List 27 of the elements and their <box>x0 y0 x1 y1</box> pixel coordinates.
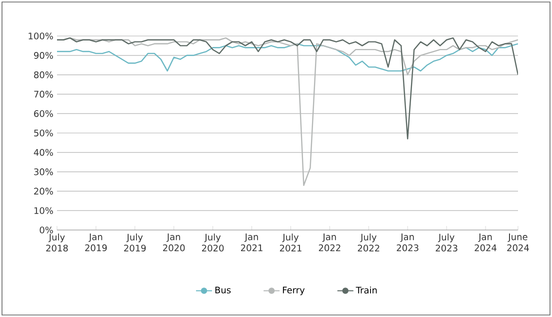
x-tick-label: Jan 2019 <box>85 234 107 252</box>
x-tick-label: Jan 2024 <box>474 234 496 252</box>
x-tick-label: July 2018 <box>46 234 68 252</box>
x-tick-label: Jan 2021 <box>240 234 262 252</box>
y-tick-label: 20% <box>34 188 53 195</box>
x-tick-label: Jan 2023 <box>396 234 418 252</box>
x-tick-label: July 2023 <box>436 234 458 252</box>
x-tick-label: Jan 2022 <box>318 234 340 252</box>
y-tick-label: 80% <box>34 71 53 78</box>
y-tick-label: 100% <box>28 32 53 40</box>
x-tick-label: June 2024 <box>507 234 529 252</box>
legend-label: Bus <box>215 286 231 294</box>
y-tick-label: 40% <box>34 148 53 156</box>
x-tick-label: July 2022 <box>358 234 380 252</box>
y-tick-label: 90% <box>34 52 53 59</box>
y-tick-label: 0% <box>40 226 53 234</box>
x-tick-label: July 2019 <box>124 234 146 252</box>
x-tick-label: Jan 2020 <box>163 234 185 252</box>
x-tick-label: July 2020 <box>202 234 224 252</box>
y-tick-label: 30% <box>34 168 53 176</box>
legend-label: Ferry <box>282 286 305 296</box>
y-tick-label: 60% <box>34 110 53 118</box>
legend-label: Train <box>356 286 377 294</box>
x-tick-label: July 2021 <box>280 234 302 252</box>
y-tick-label: 50% <box>34 130 53 136</box>
y-tick-label: 70% <box>34 90 53 98</box>
y-tick-label: 10% <box>34 207 53 214</box>
